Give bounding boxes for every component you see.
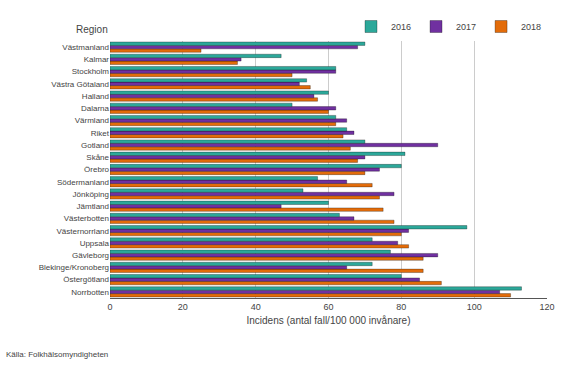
svg-text:Uppsala: Uppsala <box>80 239 110 248</box>
svg-text:80: 80 <box>396 302 406 312</box>
svg-text:Incidens (antal fall/100 000 i: Incidens (antal fall/100 000 invånare) <box>247 315 411 326</box>
svg-text:120: 120 <box>539 302 554 312</box>
svg-text:Riket: Riket <box>91 129 110 138</box>
svg-text:40: 40 <box>251 302 261 312</box>
svg-text:0: 0 <box>107 302 112 312</box>
svg-text:Halland: Halland <box>82 92 109 101</box>
svg-text:Gävleborg: Gävleborg <box>72 251 109 260</box>
svg-text:60: 60 <box>323 302 333 312</box>
svg-text:Norrbotten: Norrbotten <box>71 288 109 297</box>
svg-text:20: 20 <box>178 302 188 312</box>
svg-text:Västerbotten: Västerbotten <box>64 214 109 223</box>
svg-text:Västra Götaland: Västra Götaland <box>51 80 109 89</box>
svg-text:Värmland: Värmland <box>75 116 109 125</box>
svg-text:Stockholm: Stockholm <box>72 67 110 76</box>
svg-text:Jönköping: Jönköping <box>73 190 109 199</box>
svg-text:Kalmar: Kalmar <box>84 55 110 64</box>
svg-text:Östergötland: Östergötland <box>63 275 109 284</box>
svg-text:Västmanland: Västmanland <box>62 43 109 52</box>
svg-text:Blekinge/Kronoberg: Blekinge/Kronoberg <box>39 263 109 272</box>
svg-text:Jämtland: Jämtland <box>77 202 109 211</box>
svg-text:Gotland: Gotland <box>81 141 109 150</box>
svg-text:Region: Region <box>76 24 108 35</box>
svg-text:2016: 2016 <box>391 22 411 32</box>
svg-text:Skåne: Skåne <box>86 153 109 162</box>
svg-text:Dalarna: Dalarna <box>81 104 110 113</box>
svg-text:100: 100 <box>467 302 482 312</box>
svg-text:2017: 2017 <box>456 22 476 32</box>
svg-text:Källa: Folkhälsomyndigheten: Källa: Folkhälsomyndigheten <box>6 350 108 359</box>
svg-text:Örebro: Örebro <box>84 165 109 174</box>
svg-text:Södermanland: Södermanland <box>57 178 109 187</box>
svg-text:2018: 2018 <box>521 22 541 32</box>
svg-text:Västernorrland: Västernorrland <box>57 226 109 235</box>
